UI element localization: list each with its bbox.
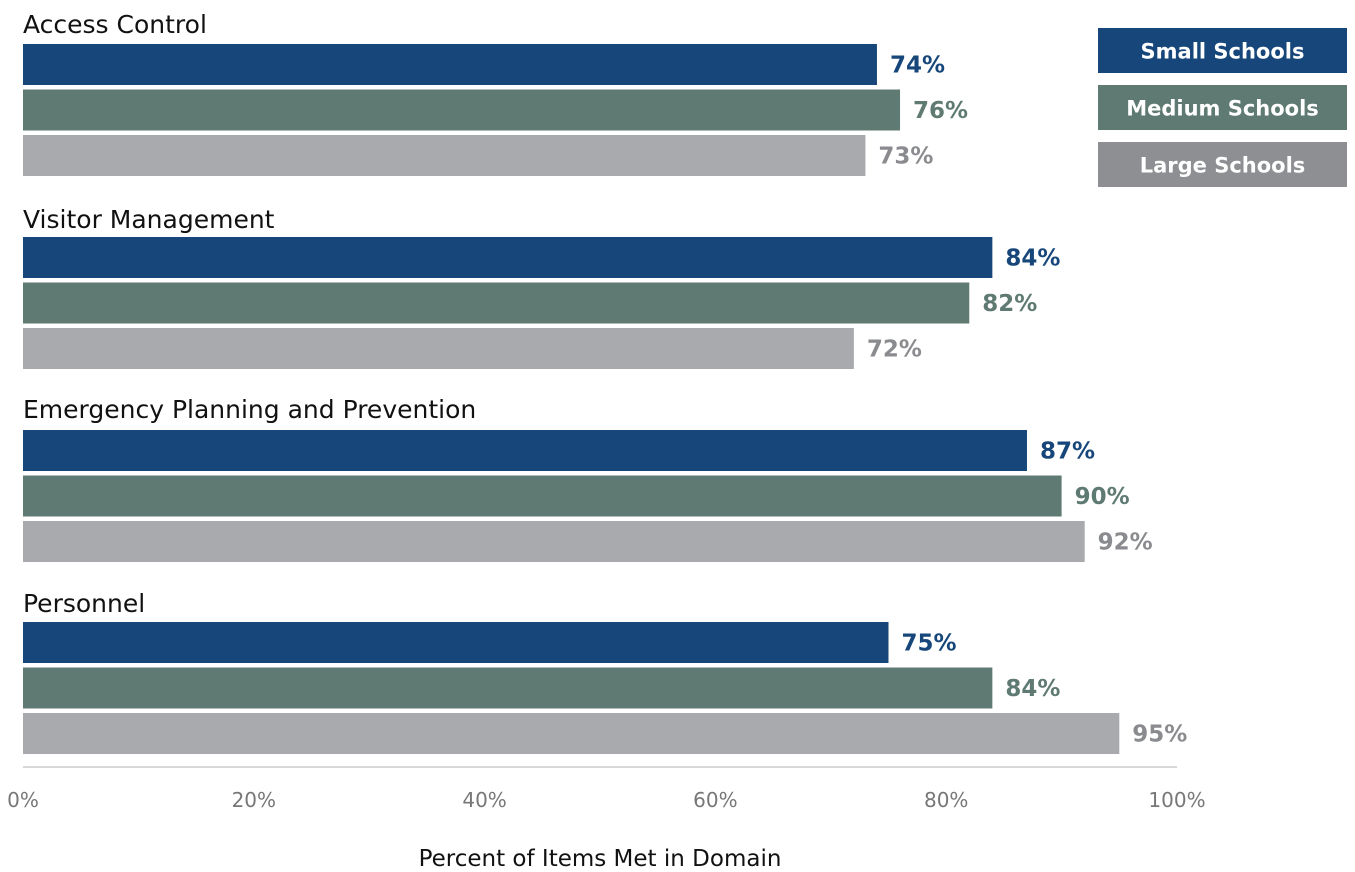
bar-small-schools-access-control xyxy=(23,44,877,85)
data-label: 87% xyxy=(1040,439,1095,465)
bar-small-schools-emergency-planning-and-prevention xyxy=(23,430,1027,471)
bar-medium-schools-emergency-planning-and-prevention xyxy=(23,476,1062,517)
group-emergency-planning-and-prevention: Emergency Planning and Prevention 87% 90% 9… xyxy=(23,395,1153,562)
legend-item-medium-schools: Medium Schools xyxy=(1098,85,1347,130)
x-axis-ticks: 0% 20% 40% 60% 80% 100% xyxy=(7,788,1205,812)
data-label: 73% xyxy=(878,144,933,170)
group-visitor-management: Visitor Management 84% 82% 72% xyxy=(23,205,1060,369)
legend: Small Schools Medium Schools Large Schools xyxy=(1098,28,1347,187)
data-label: 90% xyxy=(1075,484,1130,510)
data-label: 74% xyxy=(890,53,945,79)
x-tick-label: 0% xyxy=(7,788,39,812)
category-label: Visitor Management xyxy=(23,205,275,234)
x-axis-title: Percent of Items Met in Domain xyxy=(419,846,782,872)
data-label: 82% xyxy=(982,291,1037,317)
group-access-control: Access Control 74% 76% 73% xyxy=(23,10,968,176)
data-label: 84% xyxy=(1005,246,1060,272)
x-tick-label: 40% xyxy=(462,788,506,812)
bar-large-schools-emergency-planning-and-prevention xyxy=(23,521,1085,562)
bar-medium-schools-personnel xyxy=(23,668,992,709)
legend-item-small-schools: Small Schools xyxy=(1098,28,1347,73)
group-personnel: Personnel 75% 84% 95% xyxy=(23,589,1187,754)
category-label: Personnel xyxy=(23,589,145,618)
category-label: Emergency Planning and Prevention xyxy=(23,395,476,424)
data-label: 95% xyxy=(1132,722,1187,748)
bar-large-schools-visitor-management xyxy=(23,328,854,369)
data-label: 76% xyxy=(913,98,968,124)
x-tick-label: 60% xyxy=(693,788,737,812)
x-tick-label: 100% xyxy=(1148,788,1205,812)
x-tick-label: 80% xyxy=(924,788,968,812)
data-label: 92% xyxy=(1098,530,1153,556)
x-tick-label: 20% xyxy=(232,788,276,812)
legend-label: Medium Schools xyxy=(1126,97,1319,121)
bar-small-schools-personnel xyxy=(23,622,889,663)
bar-medium-schools-visitor-management xyxy=(23,283,969,324)
bar-groups: Access Control 74% 76% 73% Visitor Managemen… xyxy=(23,10,1187,754)
bar-large-schools-personnel xyxy=(23,713,1119,754)
legend-label: Small Schools xyxy=(1141,40,1305,64)
data-label: 72% xyxy=(867,337,922,363)
bar-small-schools-visitor-management xyxy=(23,237,992,278)
bar-medium-schools-access-control xyxy=(23,90,900,131)
legend-label: Large Schools xyxy=(1140,154,1306,178)
data-label: 84% xyxy=(1005,676,1060,702)
legend-item-large-schools: Large Schools xyxy=(1098,142,1347,187)
bar-large-schools-access-control xyxy=(23,135,865,176)
data-label: 75% xyxy=(902,631,957,657)
category-label: Access Control xyxy=(23,10,207,39)
